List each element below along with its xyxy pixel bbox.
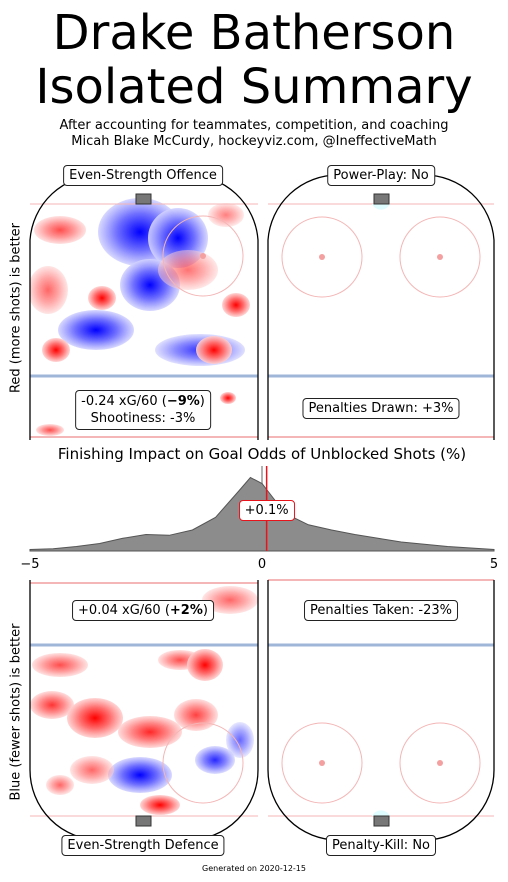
ev-defence-label: Even-Strength Defence [61,835,225,856]
x-tick-label: −5 [20,557,40,572]
subtitle-line-1: After accounting for teammates, competit… [59,118,449,133]
title-line-2: Isolated Summary [35,59,473,115]
penalties-drawn-box: Penalties Drawn: +3% [302,398,460,419]
pp-label: Power-Play: No [327,165,435,186]
ev-offence-xg: -0.24 xG/60 ( [81,394,167,409]
ev-defence-xg: +0.04 xG/60 ( [78,603,170,618]
ev-defence-pct: +2% [169,603,203,618]
penalties-taken-box: Penalties Taken: -23% [304,600,458,621]
ev-offence-pct: −9% [166,394,200,409]
x-tick-label: 0 [257,557,267,572]
ev-offence-close: ) [199,394,205,409]
ev-offence-shootiness: Shootiness: -3% [90,411,196,426]
x-tick-label: 5 [489,557,499,572]
ev-offence-rink [29,174,259,440]
ev-offence-stat-box: -0.24 xG/60 (−9%) Shootiness: -3% [75,390,211,430]
marker-value-label: +0.1% [238,500,295,521]
ev-defence-stat-box: +0.04 xG/60 (+2%) [72,600,214,621]
density-title: Finishing Impact on Goal Odds of Unblock… [57,445,467,463]
generated-footer: Generated on 2020-12-15 [202,864,306,873]
pp-rink [267,174,495,440]
subtitle-line-2: Micah Blake McCurdy, hockeyviz.com, @Ine… [71,134,437,149]
ev-offence-label: Even-Strength Offence [63,165,223,186]
ev-offence-heatmap [30,198,250,436]
title-line-1: Drake Batherson [52,5,456,61]
bottom-y-axis-label: Blue (fewer shots) is better [8,623,24,801]
ev-defence-close: ) [202,603,208,618]
top-y-axis-label: Red (more shots) is better [8,222,24,394]
ev-defence-heatmap [30,586,258,815]
pk-label: Penalty-Kill: No [326,835,436,856]
